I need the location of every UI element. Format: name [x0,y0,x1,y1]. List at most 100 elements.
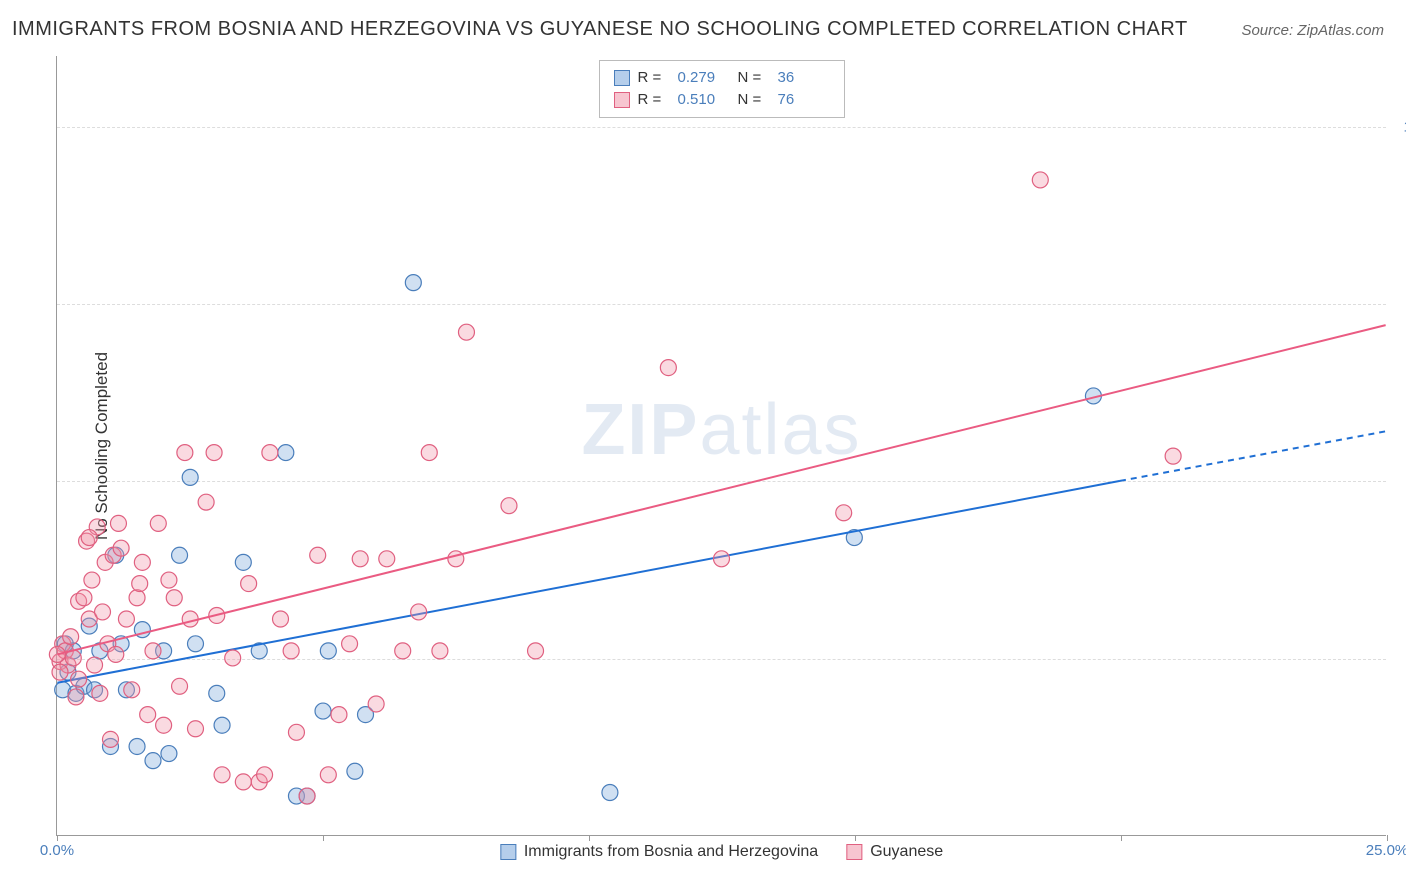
data-point-guyanese [283,643,299,659]
data-point-guyanese [225,650,241,666]
data-point-guyanese [110,515,126,531]
data-point-guyanese [84,572,100,588]
data-point-bosnia [320,643,336,659]
data-point-bosnia [161,746,177,762]
n-value: 76 [778,89,830,111]
r-value: 0.510 [678,89,730,111]
swatch-guyanese-icon [846,844,862,860]
data-point-guyanese [273,611,289,627]
data-point-guyanese [235,774,251,790]
data-point-guyanese [379,551,395,567]
data-point-guyanese [352,551,368,567]
data-point-guyanese [134,554,150,570]
data-point-guyanese [501,498,517,514]
data-point-guyanese [81,530,97,546]
y-tick-label: 7.5% [1391,296,1406,313]
data-point-guyanese [660,360,676,376]
legend-item: Guyanese [846,843,943,861]
data-point-guyanese [102,731,118,747]
data-point-guyanese [458,324,474,340]
data-point-guyanese [1032,172,1048,188]
source-attribution: Source: ZipAtlas.com [1241,22,1384,39]
trend-line-guyanese [57,325,1385,654]
data-point-guyanese [241,576,257,592]
data-point-guyanese [92,685,108,701]
x-tick-mark [1121,835,1122,841]
x-tick-mark [855,835,856,841]
x-tick-label: 25.0% [1366,842,1406,859]
data-point-guyanese [172,678,188,694]
x-tick-mark [1387,835,1388,841]
data-point-bosnia [214,717,230,733]
data-point-guyanese [95,604,111,620]
n-value: 36 [778,67,830,89]
chart-container: IMMIGRANTS FROM BOSNIA AND HERZEGOVINA V… [0,0,1406,892]
data-point-guyanese [118,611,134,627]
data-point-guyanese [76,590,92,606]
swatch-guyanese-icon [614,92,630,108]
swatch-bosnia-icon [500,844,516,860]
data-point-guyanese [177,445,193,461]
data-point-guyanese [156,717,172,733]
data-point-guyanese [87,657,103,673]
x-tick-mark [323,835,324,841]
data-point-bosnia [145,753,161,769]
data-point-guyanese [257,767,273,783]
legend-label: Immigrants from Bosnia and Herzegovina [524,843,818,861]
data-point-guyanese [71,671,87,687]
data-point-bosnia [209,685,225,701]
data-point-guyanese [299,788,315,804]
swatch-bosnia-icon [614,70,630,86]
x-tick-label: 0.0% [40,842,74,859]
chart-title: IMMIGRANTS FROM BOSNIA AND HERZEGOVINA V… [12,18,1188,41]
data-point-guyanese [188,721,204,737]
data-point-guyanese [166,590,182,606]
data-point-guyanese [836,505,852,521]
data-point-guyanese [129,590,145,606]
data-point-guyanese [145,643,161,659]
data-point-guyanese [108,646,124,662]
data-point-guyanese [52,664,68,680]
data-point-guyanese [262,445,278,461]
data-point-guyanese [368,696,384,712]
data-point-bosnia [602,785,618,801]
data-point-guyanese [63,629,79,645]
data-point-guyanese [432,643,448,659]
data-point-bosnia [182,469,198,485]
data-point-guyanese [161,572,177,588]
data-point-guyanese [342,636,358,652]
data-point-bosnia [405,275,421,291]
data-point-guyanese [214,767,230,783]
data-point-guyanese [714,551,730,567]
data-point-guyanese [182,611,198,627]
legend-stats-row: R = 0.279 N = 36 [614,67,830,89]
y-tick-label: 10.0% [1391,118,1406,135]
legend-stats-row: R = 0.510 N = 76 [614,89,830,111]
data-point-guyanese [288,724,304,740]
data-point-guyanese [124,682,140,698]
data-point-guyanese [310,547,326,563]
data-point-bosnia [315,703,331,719]
data-point-guyanese [113,540,129,556]
legend-stats: R = 0.279 N = 36 R = 0.510 N = 76 [599,60,845,118]
x-tick-mark [57,835,58,841]
data-point-guyanese [198,494,214,510]
data-point-bosnia [278,445,294,461]
data-point-guyanese [395,643,411,659]
data-point-guyanese [528,643,544,659]
data-point-guyanese [1165,448,1181,464]
data-point-guyanese [331,707,347,723]
data-point-bosnia [347,763,363,779]
data-point-bosnia [129,738,145,754]
legend-label: Guyanese [870,843,943,861]
y-tick-label: 2.5% [1391,650,1406,667]
data-point-guyanese [411,604,427,620]
data-point-guyanese [206,445,222,461]
data-point-bosnia [188,636,204,652]
data-point-guyanese [49,646,65,662]
data-point-guyanese [140,707,156,723]
data-point-guyanese [320,767,336,783]
trend-line-extrapolated-bosnia [1120,431,1386,481]
trend-line-bosnia [57,481,1120,683]
legend-series: Immigrants from Bosnia and Herzegovina G… [500,843,943,861]
